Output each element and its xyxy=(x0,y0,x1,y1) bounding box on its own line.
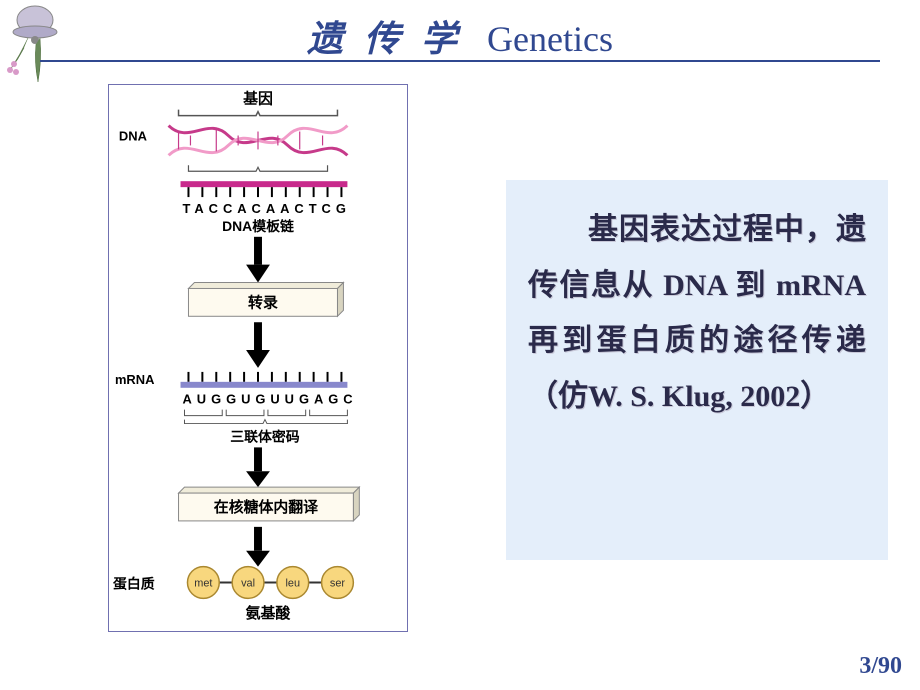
dna-sequence: TACCACAACTCG xyxy=(183,201,351,216)
arrow-down-icon xyxy=(246,447,270,487)
slide-header: 遗 传 学 Genetics xyxy=(0,10,920,62)
label-codon: 三联体密码 xyxy=(230,428,300,444)
mrna-bar xyxy=(181,372,348,388)
arrow-down-icon xyxy=(246,322,270,368)
title-english: Genetics xyxy=(487,18,613,60)
arrow-down-icon xyxy=(246,527,270,567)
svg-text:ser: ser xyxy=(330,577,346,589)
description-text: 基因表达过程中，遗传信息从 DNA 到 mRNA 再到蛋白质的途径传递（仿W. … xyxy=(528,202,866,424)
description-textbox: 基因表达过程中，遗传信息从 DNA 到 mRNA 再到蛋白质的途径传递（仿W. … xyxy=(506,180,888,560)
svg-text:在核糖体内翻译: 在核糖体内翻译 xyxy=(214,498,319,516)
svg-text:转录: 转录 xyxy=(248,293,278,311)
label-protein: 蛋白质 xyxy=(113,575,155,591)
svg-text:met: met xyxy=(194,577,212,589)
label-gene: 基因 xyxy=(242,90,273,108)
label-dna-template: DNA模板链 xyxy=(222,218,294,234)
svg-text:val: val xyxy=(241,577,255,589)
mrna-sequence: AUGGUGUUGAGC xyxy=(183,392,358,407)
box-transcription: 转录 xyxy=(188,283,343,317)
box-translation: 在核糖体内翻译 xyxy=(179,487,360,521)
dna-helix-icon xyxy=(169,126,348,156)
label-amino-acid: 氨基酸 xyxy=(246,604,291,622)
label-mrna: mRNA xyxy=(115,372,154,387)
arrow-down-icon xyxy=(246,237,270,283)
amino-acid-chain: met val leu ser xyxy=(187,567,353,599)
label-dna: DNA xyxy=(119,128,147,143)
title-underline xyxy=(40,60,880,62)
gene-expression-diagram: 基因 DNA TACCACAACTCG DNA模板链 xyxy=(108,84,408,632)
svg-text:leu: leu xyxy=(285,577,300,589)
title-chinese: 遗 传 学 xyxy=(307,10,463,62)
dna-template-bar xyxy=(181,181,348,197)
page-number: 3/90 xyxy=(859,653,902,680)
